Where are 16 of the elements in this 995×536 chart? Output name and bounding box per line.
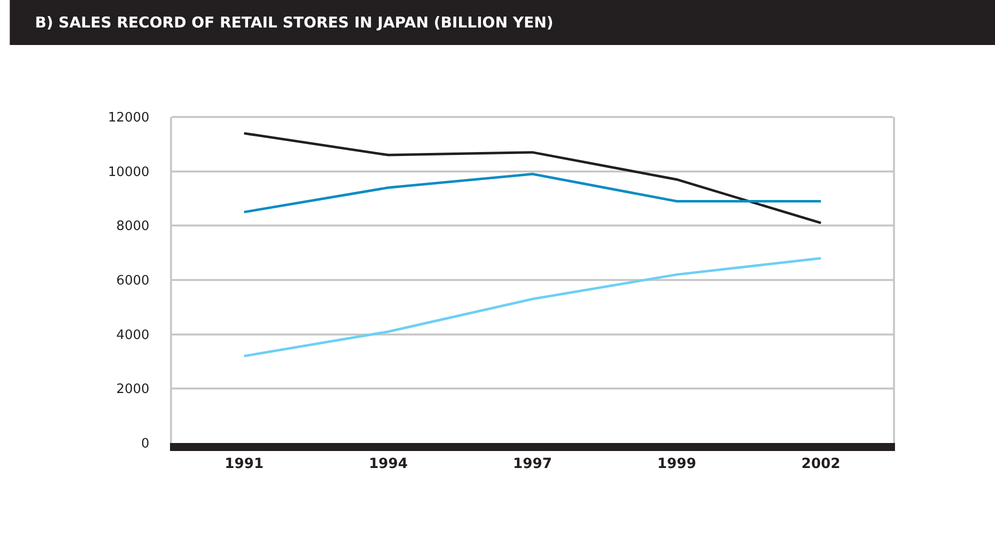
y-tick-label: 12000	[108, 110, 150, 126]
y-tick-label: 2000	[116, 382, 150, 398]
y-tick-label: 4000	[116, 328, 150, 343]
y-tick-label: 10000	[108, 164, 150, 180]
y-tick-label: 6000	[116, 274, 150, 289]
x-tick-label: 1991	[224, 456, 264, 472]
line-series	[242, 172, 822, 214]
x-tick-label: 1999	[657, 456, 696, 472]
x-tick-label: 1997	[513, 456, 552, 472]
line-series	[242, 132, 822, 224]
x-tick-label: 1994	[368, 456, 408, 472]
x-tick-label: 2002	[801, 456, 840, 472]
y-tick-label: 8000	[116, 219, 150, 234]
line-series	[242, 257, 822, 358]
chart-title: B) SALES RECORD OF RETAIL STORES IN JAPAN (BILLION YEN)	[35, 13, 554, 32]
y-tick-label: 0	[141, 436, 150, 452]
